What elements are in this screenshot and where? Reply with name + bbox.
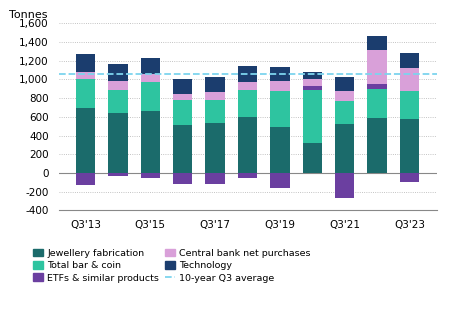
Bar xyxy=(205,100,225,123)
Bar xyxy=(238,82,257,90)
Bar xyxy=(302,143,322,173)
Bar xyxy=(76,173,95,185)
Bar xyxy=(302,90,322,143)
Bar xyxy=(173,100,193,125)
Legend: Jewellery fabrication, Total bar & coin, ETFs & similar products, Central bank n: Jewellery fabrication, Total bar & coin,… xyxy=(33,249,310,283)
Bar xyxy=(173,78,193,94)
Bar xyxy=(270,67,290,81)
Bar xyxy=(108,81,127,90)
Bar xyxy=(238,173,257,178)
Bar xyxy=(335,91,355,101)
Bar xyxy=(140,111,160,173)
Bar xyxy=(302,86,322,90)
Bar xyxy=(368,89,387,118)
Bar xyxy=(238,66,257,82)
Bar xyxy=(205,123,225,173)
Bar xyxy=(335,173,355,198)
Bar xyxy=(368,84,387,89)
Bar xyxy=(140,57,160,74)
Bar xyxy=(400,68,419,91)
Bar xyxy=(140,82,160,111)
Bar xyxy=(270,127,290,173)
Bar xyxy=(302,79,322,86)
Bar xyxy=(270,91,290,127)
Bar xyxy=(76,72,95,79)
Bar xyxy=(270,173,290,187)
Bar xyxy=(108,64,127,81)
Bar xyxy=(335,124,355,173)
Bar xyxy=(238,117,257,173)
Bar xyxy=(76,109,95,173)
Bar xyxy=(76,79,95,109)
Bar xyxy=(108,113,127,173)
Bar xyxy=(173,94,193,100)
Bar xyxy=(368,49,387,84)
Bar xyxy=(335,77,355,91)
Text: Tonnes: Tonnes xyxy=(9,10,48,20)
Bar xyxy=(400,173,419,182)
Bar xyxy=(400,53,419,68)
Bar xyxy=(173,173,193,184)
Bar xyxy=(108,173,127,176)
Bar xyxy=(76,54,95,72)
Bar xyxy=(270,81,290,91)
Bar xyxy=(205,173,225,184)
Bar xyxy=(140,173,160,178)
Bar xyxy=(400,119,419,173)
Bar xyxy=(205,77,225,92)
Bar xyxy=(335,101,355,124)
Bar xyxy=(302,72,322,79)
Bar xyxy=(368,35,387,49)
Bar xyxy=(173,125,193,173)
Bar xyxy=(108,90,127,113)
Bar xyxy=(238,90,257,117)
Bar xyxy=(205,92,225,100)
Bar xyxy=(368,118,387,173)
Bar xyxy=(140,74,160,82)
Bar xyxy=(400,91,419,119)
